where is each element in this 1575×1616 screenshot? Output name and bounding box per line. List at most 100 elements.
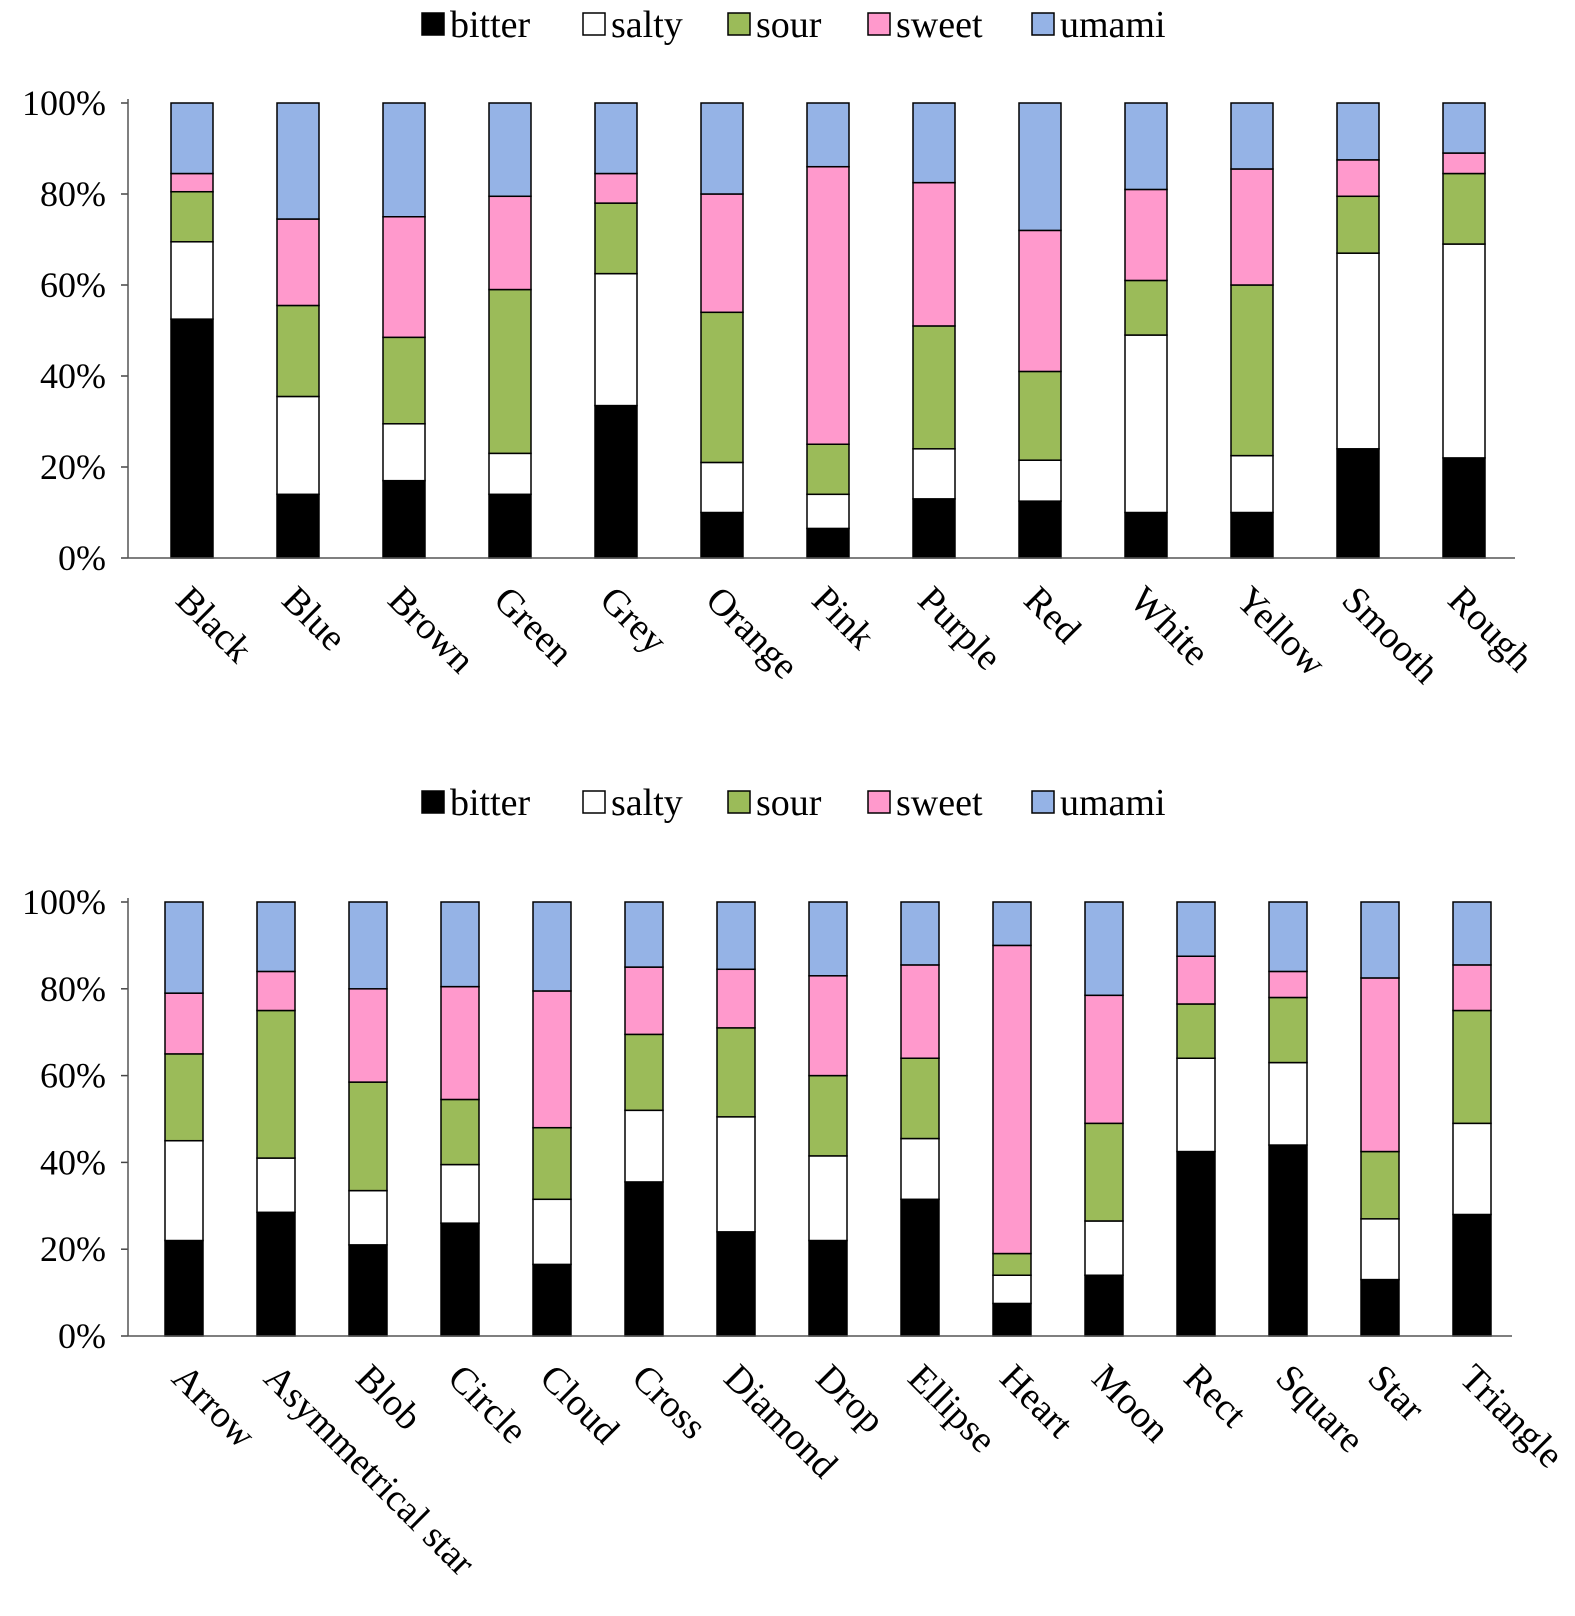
bar-brown-umami	[382, 102, 426, 218]
bar-ellipse-umami	[900, 901, 940, 966]
bar-blue-umami	[276, 102, 320, 220]
bar-drop-umami	[808, 901, 848, 977]
bar-rough-bitter	[1442, 457, 1486, 559]
bar-triangle-umami	[1452, 901, 1492, 966]
bar-rect-umami	[1176, 901, 1216, 957]
bar-triangle-sweet	[1452, 964, 1492, 1012]
x-tick-label-blob: Blob	[348, 1357, 430, 1439]
legend-label-bitter: bitter	[450, 782, 531, 824]
bar-cross-sour	[624, 1033, 664, 1112]
legend-swatch-bitter	[421, 790, 445, 814]
bar-heart-bitter	[992, 1302, 1032, 1337]
bar-star-salty	[1360, 1218, 1400, 1281]
bar-green-bitter	[488, 493, 532, 559]
bar-square-umami	[1268, 901, 1308, 973]
bar-square-salty	[1268, 1061, 1308, 1146]
bar-moon-salty	[1084, 1220, 1124, 1276]
bar-yellow-salty	[1230, 454, 1274, 514]
y-tick-label: 60%	[40, 1056, 106, 1096]
y-tick-label: 0%	[58, 538, 106, 578]
bar-pink-umami	[806, 102, 850, 168]
bar-circle-sour	[440, 1098, 480, 1166]
bar-cross-umami	[624, 901, 664, 968]
bar-blob-sweet	[348, 988, 388, 1083]
bar-red-sour	[1018, 370, 1062, 461]
y-tick-label: 40%	[40, 1142, 106, 1182]
bar-drop-salty	[808, 1155, 848, 1242]
bar-brown-salty	[382, 423, 426, 482]
bar-white-salty	[1124, 334, 1168, 514]
legend-swatch-umami	[1031, 12, 1055, 36]
bar-purple-sweet	[912, 181, 956, 327]
bar-rough-sour	[1442, 172, 1486, 245]
bar-yellow-sour	[1230, 284, 1274, 457]
bar-smooth-sour	[1336, 195, 1380, 254]
bar-grey-sweet	[594, 172, 638, 204]
bar-ellipse-sweet	[900, 964, 940, 1059]
bar-smooth-umami	[1336, 102, 1380, 161]
bar-arrow-umami	[164, 901, 204, 994]
x-tick-label-brown: Brown	[380, 579, 483, 682]
bar-white-sweet	[1124, 188, 1168, 282]
bar-brown-sour	[382, 336, 426, 425]
bar-asymmetrical-star-salty	[256, 1157, 296, 1214]
x-tick-label-heart: Heart	[992, 1357, 1082, 1447]
bar-blob-salty	[348, 1189, 388, 1246]
bar-heart-sweet	[992, 944, 1032, 1255]
bar-green-salty	[488, 452, 532, 496]
bar-circle-sweet	[440, 985, 480, 1101]
x-tick-label-white: White	[1122, 579, 1217, 674]
bar-red-umami	[1018, 102, 1062, 232]
bar-brown-bitter	[382, 479, 426, 559]
bar-square-sweet	[1268, 970, 1308, 999]
bar-black-sour	[170, 190, 214, 243]
x-tick-label-rough: Rough	[1440, 579, 1541, 680]
bar-diamond-umami	[716, 901, 756, 971]
bar-rough-sweet	[1442, 152, 1486, 175]
x-tick-label-smooth: Smooth	[1334, 579, 1447, 692]
bar-black-bitter	[170, 318, 214, 559]
bar-red-bitter	[1018, 500, 1062, 559]
bar-red-sweet	[1018, 229, 1062, 373]
bar-rough-salty	[1442, 243, 1486, 459]
bar-green-sweet	[488, 195, 532, 291]
bar-cross-salty	[624, 1109, 664, 1183]
x-tick-label-cloud: Cloud	[532, 1357, 627, 1452]
bar-heart-salty	[992, 1274, 1032, 1305]
x-tick-label-black: Black	[168, 579, 260, 671]
bar-purple-umami	[912, 102, 956, 184]
bar-diamond-sour	[716, 1027, 756, 1118]
bar-cross-bitter	[624, 1181, 664, 1337]
y-tick-label: 100%	[22, 882, 106, 922]
x-tick-label-square: Square	[1268, 1357, 1372, 1461]
bar-star-sweet	[1360, 977, 1400, 1153]
legend-label-sweet: sweet	[896, 4, 983, 46]
bar-triangle-sour	[1452, 1009, 1492, 1125]
bar-asymmetrical-star-umami	[256, 901, 296, 973]
bar-purple-bitter	[912, 498, 956, 559]
x-tick-label-moon: Moon	[1084, 1357, 1178, 1451]
bar-yellow-bitter	[1230, 511, 1274, 559]
bar-orange-sour	[700, 311, 744, 464]
y-tick-label: 20%	[40, 447, 106, 487]
legend-label-umami: umami	[1060, 782, 1166, 824]
bar-moon-umami	[1084, 901, 1124, 997]
x-tick-label-orange: Orange	[698, 579, 807, 688]
bar-circle-umami	[440, 901, 480, 988]
x-tick-label-star: Star	[1360, 1357, 1433, 1430]
bar-heart-umami	[992, 901, 1032, 947]
legend-label-umami: umami	[1060, 4, 1166, 46]
bar-black-salty	[170, 241, 214, 320]
x-tick-label-grey: Grey	[592, 579, 675, 662]
bar-brown-sweet	[382, 216, 426, 339]
bar-purple-salty	[912, 448, 956, 500]
bar-green-sour	[488, 288, 532, 455]
bar-orange-umami	[700, 102, 744, 195]
bar-square-bitter	[1268, 1144, 1308, 1337]
bar-moon-sour	[1084, 1122, 1124, 1222]
bar-cloud-salty	[532, 1198, 572, 1266]
y-tick-label: 100%	[22, 83, 106, 123]
bar-smooth-salty	[1336, 252, 1380, 450]
bar-white-bitter	[1124, 511, 1168, 559]
bar-yellow-umami	[1230, 102, 1274, 170]
